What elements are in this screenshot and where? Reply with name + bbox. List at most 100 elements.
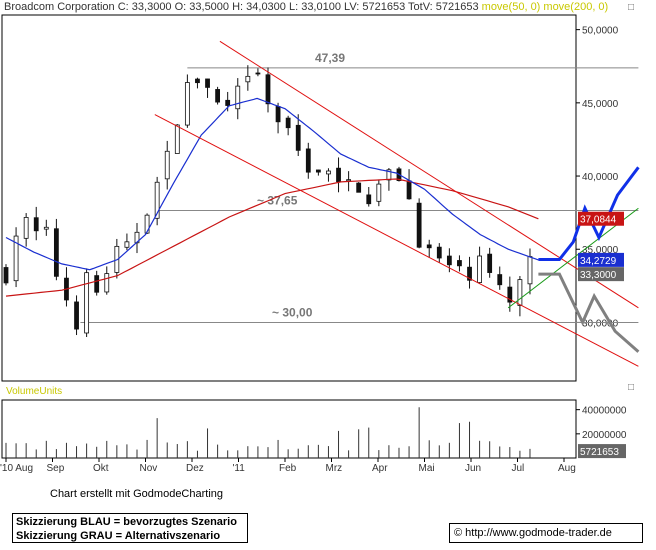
source-url[interactable]: © http://www.godmode-trader.de bbox=[449, 523, 643, 543]
instrument-name: Broadcom Corporation bbox=[4, 1, 115, 13]
x-tick-label: Mrz bbox=[326, 463, 343, 474]
candle-body bbox=[33, 217, 39, 232]
candle-body bbox=[517, 279, 523, 306]
candle-body bbox=[255, 72, 261, 75]
candle-body bbox=[315, 169, 321, 173]
candle-body bbox=[376, 183, 382, 202]
candle-body bbox=[124, 241, 130, 248]
volume-last-tag bbox=[578, 444, 626, 459]
candle-body bbox=[305, 148, 311, 173]
y-tick-label: 30,0000 bbox=[582, 318, 619, 329]
candle-body bbox=[245, 75, 251, 83]
volume-last-label: 5721653 bbox=[580, 447, 619, 458]
candle-body bbox=[43, 226, 49, 230]
x-tick-label: Dez bbox=[186, 463, 204, 474]
candle-body bbox=[174, 124, 180, 154]
x-tick-label: Apr bbox=[372, 463, 388, 474]
candle-body bbox=[477, 255, 482, 283]
moving-average-label: move(50, 0) move(200, 0) bbox=[481, 1, 609, 13]
x-tick-label: Jul bbox=[512, 463, 525, 474]
candle-body bbox=[195, 78, 200, 84]
candle-body bbox=[94, 275, 100, 293]
x-tick-label: Okt bbox=[93, 463, 109, 474]
x-tick-label: Feb bbox=[279, 463, 297, 474]
candle-body bbox=[104, 273, 110, 293]
close-panel-icon[interactable]: □ bbox=[628, 2, 635, 13]
candle-body bbox=[366, 194, 372, 205]
x-tick-label: Aug bbox=[558, 463, 576, 474]
candle-body bbox=[164, 150, 170, 180]
close-volume-panel-icon[interactable]: □ bbox=[628, 382, 635, 393]
candle-body bbox=[23, 217, 29, 239]
scenario-blue-path bbox=[538, 166, 640, 261]
candle-body bbox=[436, 246, 442, 259]
candle-body bbox=[406, 180, 412, 200]
candle-body bbox=[507, 286, 513, 303]
x-tick-label: Mai bbox=[419, 463, 435, 474]
y-tick-label: 40,0000 bbox=[582, 172, 619, 183]
x-tick-label: Jun bbox=[465, 463, 481, 474]
candle-body bbox=[416, 202, 422, 248]
chart-header: Broadcom Corporation C: 33,3000 O: 33,50… bbox=[4, 1, 608, 13]
candle-body bbox=[326, 170, 331, 175]
candle-body bbox=[184, 82, 190, 126]
volume-panel-frame bbox=[1, 399, 577, 459]
volume-y-tick-label: 40000000 bbox=[582, 406, 627, 417]
candle-body bbox=[295, 124, 301, 151]
level-label: 47,39 bbox=[315, 51, 345, 65]
price-tag bbox=[578, 252, 624, 267]
y-tick-label: 35,0000 bbox=[582, 245, 619, 256]
candle-body bbox=[144, 214, 150, 234]
candle-body bbox=[426, 244, 432, 249]
y-tick-label: 50,0000 bbox=[582, 26, 619, 37]
candle-body bbox=[336, 167, 341, 183]
ohlc-readout: C: 33,3000 O: 33,5000 H: 34,0300 L: 33,0… bbox=[117, 1, 479, 13]
x-tick-label: '11 bbox=[233, 463, 246, 474]
chart-credit: Chart erstellt mit GodmodeCharting bbox=[50, 488, 224, 500]
candle-body bbox=[457, 260, 462, 267]
level-label: ~ 37,65 bbox=[257, 193, 298, 207]
price-tag-label: 34,2729 bbox=[580, 256, 617, 267]
x-tick-label: Sep bbox=[47, 463, 65, 474]
candle-body bbox=[497, 274, 503, 286]
candle-body bbox=[3, 267, 9, 284]
legend-grey-scenario: Skizzierung GRAU = Alternativszenario bbox=[16, 530, 221, 542]
channel-upper-line bbox=[219, 40, 639, 309]
candle-body bbox=[487, 253, 493, 273]
candle-body bbox=[205, 78, 210, 88]
ma50-line bbox=[5, 97, 539, 271]
candle-body bbox=[346, 179, 352, 182]
price-panel-frame bbox=[1, 14, 577, 382]
candle-body bbox=[285, 117, 291, 129]
x-tick-label: '10 Aug bbox=[0, 463, 33, 474]
legend-blue-scenario: Skizzierung BLAU = bevorzugtes Szenario bbox=[16, 516, 237, 528]
candle-body bbox=[53, 228, 59, 277]
scenario-grey-path bbox=[538, 272, 640, 353]
level-label: ~ 30,00 bbox=[272, 305, 313, 319]
candle-body bbox=[265, 74, 271, 105]
candle-body bbox=[356, 182, 362, 193]
scenario-legend: Skizzierung BLAU = bevorzugtes Szenario … bbox=[12, 513, 248, 543]
volume-y-tick-label: 20000000 bbox=[582, 430, 627, 441]
candle-body bbox=[13, 235, 19, 282]
price-tag bbox=[578, 211, 624, 226]
ma200-line bbox=[5, 178, 539, 297]
candle-body bbox=[235, 85, 241, 110]
candle-body bbox=[225, 99, 231, 106]
candle-body bbox=[74, 301, 79, 330]
price-tag-label: 33,3000 bbox=[580, 270, 617, 281]
y-tick-label: 45,0000 bbox=[582, 99, 619, 110]
candle-body bbox=[215, 89, 221, 103]
candle-body bbox=[467, 266, 472, 281]
candle-body bbox=[275, 106, 281, 123]
candle-body bbox=[446, 255, 452, 266]
x-tick-label: Nov bbox=[140, 463, 158, 474]
channel-lower-line bbox=[154, 114, 639, 367]
candle-body bbox=[527, 256, 533, 285]
price-tag-label: 37,0844 bbox=[580, 215, 617, 226]
candle-body bbox=[154, 181, 160, 219]
price-tag bbox=[578, 267, 624, 282]
volume-panel-label: VolumeUnits bbox=[6, 386, 63, 397]
candle-body bbox=[84, 272, 90, 334]
